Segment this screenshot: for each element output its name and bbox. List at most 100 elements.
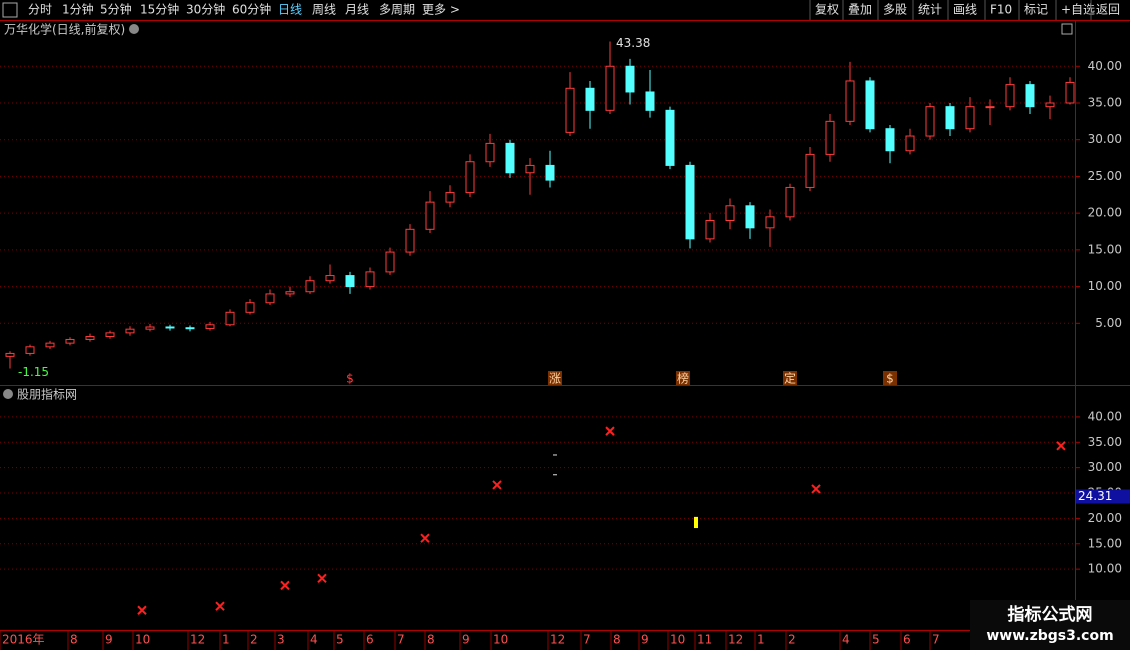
candle-body xyxy=(145,326,155,330)
event-marker[interactable]: $ xyxy=(346,372,354,386)
x-tick-label: 5 xyxy=(336,633,344,647)
event-marker-bg xyxy=(548,371,562,385)
min-price-label: -1.15 xyxy=(18,365,49,379)
y-tick-label: 15.00 xyxy=(1088,536,1122,550)
candle-body xyxy=(465,161,475,194)
x-tick-label: 10 xyxy=(670,633,685,647)
x-tick-label: 1 xyxy=(222,633,230,647)
y-tick-label: 5.00 xyxy=(1095,316,1122,330)
cross-mark xyxy=(492,480,502,490)
cross-mark xyxy=(317,573,327,583)
period-tab[interactable]: 60分钟 xyxy=(232,2,271,17)
y-tick-label: 40.00 xyxy=(1088,409,1122,423)
period-tab[interactable]: 15分钟 xyxy=(140,2,179,17)
candle-body xyxy=(965,106,975,130)
period-tab[interactable]: 30分钟 xyxy=(186,2,225,17)
period-tab[interactable]: 分时 xyxy=(28,3,52,17)
candle-body xyxy=(325,275,335,282)
period-tab[interactable]: 更多 > xyxy=(422,3,460,17)
current-value-bg xyxy=(1076,489,1130,504)
toolbar-button[interactable]: 统计 xyxy=(918,3,942,17)
candle-body xyxy=(1045,102,1055,108)
toolbar-button[interactable]: 画线 xyxy=(953,3,977,17)
toolbar-button[interactable]: +自选 xyxy=(1061,3,1095,17)
window-toggle[interactable] xyxy=(1061,23,1073,35)
event-marker[interactable]: 定 xyxy=(784,371,796,386)
toolbar-button[interactable]: 返回 xyxy=(1096,3,1120,17)
candle-body xyxy=(405,228,415,253)
x-tick-label: 12 xyxy=(728,633,743,647)
toolbar-button[interactable]: 叠加 xyxy=(848,3,872,17)
indicator-dropdown[interactable] xyxy=(3,389,13,399)
y-tick-label: 10.00 xyxy=(1088,562,1122,576)
candle-body xyxy=(805,153,815,188)
watermark-title: 指标公式网 xyxy=(1008,604,1093,625)
max-price-label: 43.38 xyxy=(616,36,650,50)
title-dropdown[interactable] xyxy=(129,24,139,34)
x-tick-label: 6 xyxy=(903,633,911,647)
candle-body xyxy=(725,205,735,221)
candle-body xyxy=(665,109,675,166)
cross-mark xyxy=(605,426,615,436)
toolbar-button[interactable]: F10 xyxy=(990,3,1012,17)
cross-mark xyxy=(811,484,821,494)
x-tick-label: 4 xyxy=(842,633,850,647)
x-tick-label: 10 xyxy=(493,633,508,647)
candle-body xyxy=(225,311,235,326)
candle-body xyxy=(625,65,635,93)
event-marker[interactable]: 涨 xyxy=(549,371,561,386)
x-tick-label: 6 xyxy=(366,633,374,647)
x-tick-label: 7 xyxy=(583,633,591,647)
toolbar-button[interactable]: 标记 xyxy=(1024,3,1048,17)
candle-body xyxy=(745,205,755,229)
candle-body xyxy=(585,87,595,111)
candle-body xyxy=(545,164,555,181)
period-tab[interactable]: 5分钟 xyxy=(100,2,132,17)
period-tab[interactable]: 周线 xyxy=(312,3,336,17)
menu-icon[interactable] xyxy=(2,2,18,18)
x-tick-label: 11 xyxy=(697,633,712,647)
indicator-title: 股朋指标网 xyxy=(17,387,77,402)
x-tick-label: 4 xyxy=(310,633,318,647)
event-marker-bg xyxy=(883,371,897,385)
y-tick-label: 15.00 xyxy=(1088,242,1122,256)
candle-body xyxy=(85,336,95,340)
candle-body xyxy=(645,91,655,111)
toolbar-button[interactable]: 多股 xyxy=(883,3,907,17)
x-tick-label: 12 xyxy=(190,633,205,647)
candle-body xyxy=(505,142,515,174)
cross-mark xyxy=(137,605,147,615)
candle-body xyxy=(105,332,115,338)
period-tab[interactable]: 日线 xyxy=(278,3,302,17)
candle-body xyxy=(525,164,535,174)
watermark-box xyxy=(970,600,1130,650)
candle-body xyxy=(485,142,495,163)
cross-mark xyxy=(215,601,225,611)
y-tick-label: 35.00 xyxy=(1088,435,1122,449)
x-tick-label: 8 xyxy=(613,633,621,647)
period-tab[interactable]: 多周期 xyxy=(379,3,415,17)
candle-body xyxy=(705,219,715,240)
x-tick-label: 8 xyxy=(427,633,435,647)
candle-body xyxy=(885,128,895,152)
x-tick-label: 10 xyxy=(135,633,150,647)
period-tab[interactable]: 1分钟 xyxy=(62,2,94,17)
y-tick-label: 25.00 xyxy=(1088,169,1122,183)
toolbar-button[interactable]: 复权 xyxy=(815,3,839,17)
candle-body xyxy=(445,192,455,203)
event-marker[interactable]: $ xyxy=(886,372,894,386)
cross-mark xyxy=(280,580,290,591)
bar-mark xyxy=(694,516,698,529)
x-tick-label: 1 xyxy=(757,633,765,647)
period-tab[interactable]: 月线 xyxy=(345,3,369,17)
candle-body xyxy=(245,302,255,313)
y-tick-label: 20.00 xyxy=(1088,206,1122,220)
candle-body xyxy=(385,251,395,273)
event-marker[interactable]: 榜 xyxy=(677,371,689,386)
candle-body xyxy=(285,291,295,295)
candle-body xyxy=(685,164,695,240)
candle-body xyxy=(945,106,955,130)
event-marker-bg xyxy=(343,371,357,385)
x-tick-label: 12 xyxy=(550,633,565,647)
x-tick-label: 7 xyxy=(397,633,405,647)
